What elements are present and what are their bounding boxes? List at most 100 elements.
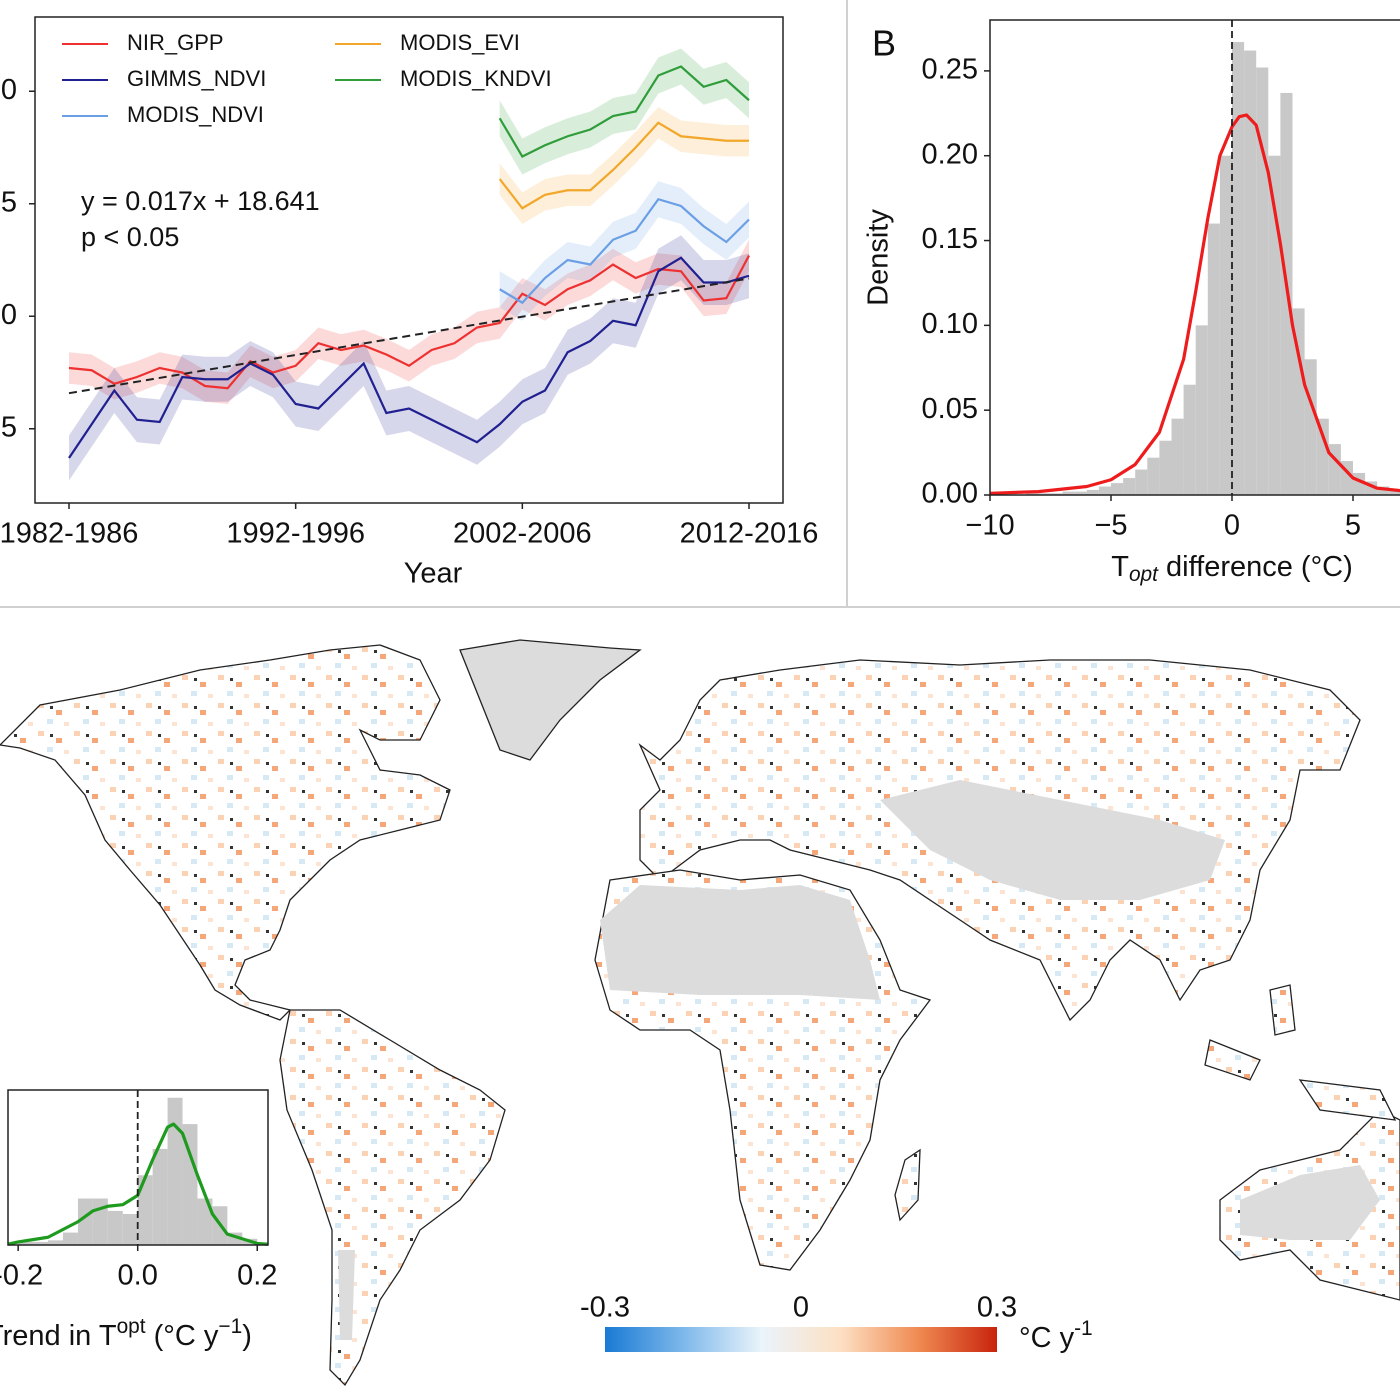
y-tick-label: 0.00 [922,478,978,510]
histogram-bar [1256,67,1269,495]
y-tick-label: 0.20 [922,138,978,170]
histogram-bar [197,1198,213,1245]
legend-label: MODIS_NDVI [127,102,264,127]
histogram-bar [33,1241,49,1245]
histogram-bar [1244,50,1257,495]
density-curve [990,113,1400,495]
label-part: T [1111,551,1129,583]
x-tick-label: 2002-2006 [453,518,592,550]
legend-label: GIMMS_NDVI [127,66,266,91]
histogram-bar [48,1240,63,1245]
x-tick-label: 1982-1986 [0,518,138,550]
uncertainty-band [69,235,749,481]
series-line [68,256,750,459]
y-tick-label: 18.5 [0,411,17,443]
histogram-bar [137,1175,153,1245]
histogram-bar [1074,491,1087,495]
no-data-areas [338,639,1380,1340]
y-tick-label: 0.15 [922,223,978,255]
histogram-bar [1026,493,1039,495]
x-tick-label: −5 [1094,510,1127,542]
histogram-bar [1183,384,1196,495]
density-curve [7,1122,269,1246]
histogram-bar [77,1198,93,1245]
y-tick-label: 19.5 [0,186,17,218]
histogram-bar [107,1210,123,1245]
series-line [499,197,750,305]
y-axis-label: Density [863,209,895,306]
histogram-bar [122,1214,138,1245]
north-america [0,644,451,1021]
annotation: p < 0.05 [81,222,179,252]
histogram-bar [1159,440,1172,495]
x-tick-label: 1992-1996 [226,518,365,550]
histogram-bar [18,1241,34,1245]
histogram-bar [1195,325,1208,495]
histogram-bar [167,1097,183,1245]
histogram-bar [1038,493,1051,495]
histogram-bar [1232,42,1245,495]
panel-letter: B [872,23,896,64]
world-map [0,644,1400,1387]
colorbar-tick-label: 0.3 [977,1292,1017,1324]
histogram-bar [1219,155,1232,495]
superscript: −1 [218,1315,242,1338]
histogram-bar [62,1232,78,1245]
uncertainty-band [499,48,749,175]
colorbar-tick-label: -0.3 [580,1292,630,1324]
histogram-bar [1389,489,1400,495]
y-tick-label: 19.0 [0,299,17,331]
x-tick-label: 0 [1224,510,1240,542]
axis-label: Topt difference (°C) [1111,551,1353,586]
histogram-bar [1147,457,1160,495]
label-part: Trend in T [0,1320,117,1352]
madagascar [894,1148,921,1222]
south-america [279,1009,506,1387]
plot-frame [34,16,784,504]
sahara [600,885,880,1000]
y-tick-label: 0.25 [922,54,978,86]
histogram-bar [182,1124,198,1245]
australia-interior [1240,1165,1380,1240]
trend-line [68,277,750,395]
histogram-bar [1268,155,1281,495]
histogram-plot [990,20,1400,495]
colorbar [605,1327,997,1352]
uncertainty-band [69,239,749,404]
islands [1204,984,1397,1121]
axis-label: Trend in Topt (°C y−1) [0,1315,252,1352]
legend-label: MODIS_EVI [400,30,520,55]
y-tick-label: 0.05 [922,393,978,425]
x-tick-label: 2012-2016 [680,518,819,550]
uncertainty-band [499,181,749,321]
axis-label: °C y-1 [1019,1317,1093,1354]
label-part: difference (°C) [1158,551,1353,583]
histogram-bar [1123,478,1136,495]
histogram-bar [1050,493,1063,495]
superscript: -1 [1074,1317,1093,1340]
x-tick-label: -0.2 [0,1260,43,1292]
histogram-bar [1171,418,1184,495]
histogram-plot [7,1090,269,1246]
central-asia [880,780,1225,900]
x-tick-label: 0.2 [237,1260,277,1292]
histogram-bar [152,1148,168,1245]
histogram-bar [1328,444,1341,495]
histogram-bar [1135,469,1148,495]
x-tick-label: 0.0 [118,1260,158,1292]
histogram-bar [1086,489,1099,495]
series-line [498,65,750,158]
label-part: °C y [1019,1322,1075,1354]
x-tick-label: −10 [965,510,1014,542]
x-tick-label: 5 [1345,510,1361,542]
x-axis-label: Year [404,558,463,590]
series-line [498,121,749,210]
subscript: opt [1129,563,1159,586]
histogram-bar [1377,486,1390,495]
greenland [459,639,642,761]
y-tick-label: 20.0 [0,74,17,106]
histogram-bar [1304,359,1317,495]
histogram-bar [1111,483,1124,495]
histogram-bar [1207,223,1220,495]
